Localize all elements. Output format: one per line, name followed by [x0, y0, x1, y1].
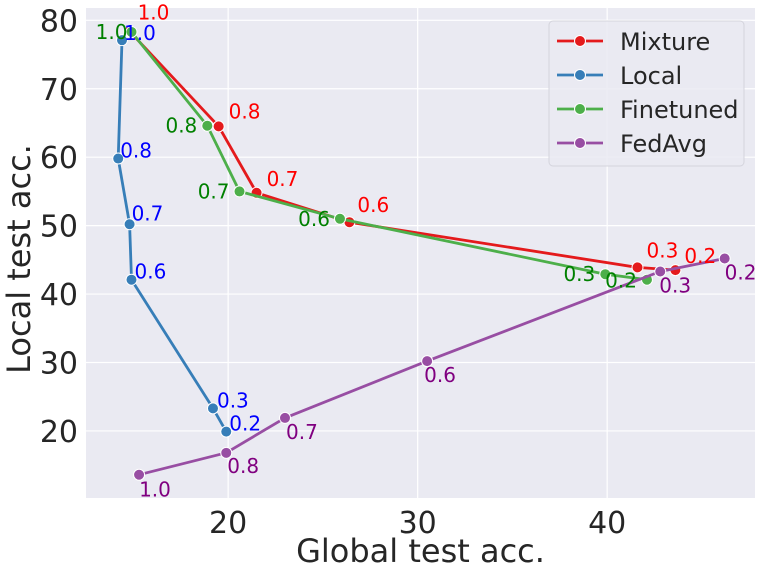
series-layer: [112, 25, 731, 481]
series-finetuned: [125, 25, 653, 286]
point-labels: 1.00.80.70.60.3 0.21.00.80.70.60.30.21.00…: [96, 0, 757, 501]
data-point: [212, 120, 225, 133]
data-label: 0.8: [229, 99, 261, 123]
series-fedavg: [133, 252, 731, 481]
data-point: [421, 355, 434, 368]
data-point: [220, 425, 233, 438]
tick-labels: 20 30 40 20 30 40 50 60 70 80: [40, 4, 626, 541]
data-point: [206, 402, 219, 415]
data-label: 0.7: [132, 201, 164, 225]
y-tick-label: 50: [40, 210, 78, 245]
data-point: [599, 268, 612, 281]
y-tick-label: 80: [40, 4, 78, 39]
series-local: [112, 34, 233, 438]
data-label: 0.7: [286, 420, 318, 444]
series-line: [130, 31, 648, 282]
legend-item-fedavg: FedAvg: [557, 130, 707, 158]
x-tick-label: 40: [588, 506, 626, 541]
data-point: [278, 411, 291, 424]
data-point: [654, 265, 667, 278]
data-label: 0.6: [134, 260, 166, 284]
data-point: [125, 25, 138, 38]
x-tick-label: 20: [209, 506, 247, 541]
data-point: [116, 34, 129, 47]
y-tick-label: 20: [40, 415, 78, 450]
x-tick-label: 30: [399, 506, 437, 541]
y-tick-label: 70: [40, 73, 78, 108]
data-label: 0.2: [725, 260, 757, 284]
data-point: [220, 446, 233, 459]
data-label: 0.8: [165, 114, 197, 138]
data-label: 1.0: [96, 20, 128, 44]
data-point: [112, 152, 125, 165]
data-label: 0.6: [357, 193, 389, 217]
legend-label: Local: [620, 62, 682, 90]
data-label: 1.0: [124, 21, 156, 45]
data-label: 0.6: [424, 363, 456, 387]
data-label: 0.8: [120, 139, 152, 163]
y-tick-label: 60: [40, 141, 78, 176]
data-point: [333, 212, 346, 225]
x-axis-label: Global test acc.: [296, 532, 545, 570]
data-label: 0.7: [267, 167, 299, 191]
legend-item-mixture: Mixture: [557, 28, 710, 56]
legend: Mixture Local Finetuned FedAvg: [548, 20, 745, 167]
data-label: 1.0: [138, 0, 170, 24]
data-label: 0.3: [563, 262, 595, 286]
legend-item-local: Local: [557, 62, 682, 90]
data-label: 0.2: [605, 269, 637, 293]
y-tick-label: 40: [40, 278, 78, 313]
legend-box: [548, 20, 745, 167]
legend-marker: [574, 69, 586, 81]
data-point: [201, 119, 214, 132]
legend-marker: [574, 35, 586, 47]
legend-marker: [574, 103, 586, 115]
data-label: 0.3: [646, 238, 678, 262]
data-label: 0.8: [227, 454, 259, 478]
y-axis-label: Local test acc.: [0, 144, 38, 374]
data-label: 0.3: [217, 388, 249, 412]
data-label: 0.3: [659, 273, 691, 297]
legend-label: Finetuned: [620, 96, 739, 124]
data-label: 0.6: [298, 207, 330, 231]
data-point: [631, 261, 644, 274]
data-label: 0.7: [198, 179, 230, 203]
data-label: 1.0: [139, 478, 171, 502]
series-line: [138, 257, 725, 477]
data-label: 0.2: [229, 412, 261, 436]
data-label: 0.2: [684, 244, 716, 268]
data-point: [125, 273, 138, 286]
data-point: [233, 185, 246, 198]
legend-marker: [574, 137, 586, 149]
y-tick-label: 30: [40, 346, 78, 381]
legend-label: FedAvg: [620, 130, 707, 158]
data-point: [133, 468, 146, 481]
data-point: [123, 218, 136, 231]
legend-label: Mixture: [620, 28, 710, 56]
legend-item-finetuned: Finetuned: [557, 96, 739, 124]
data-point: [718, 252, 731, 265]
